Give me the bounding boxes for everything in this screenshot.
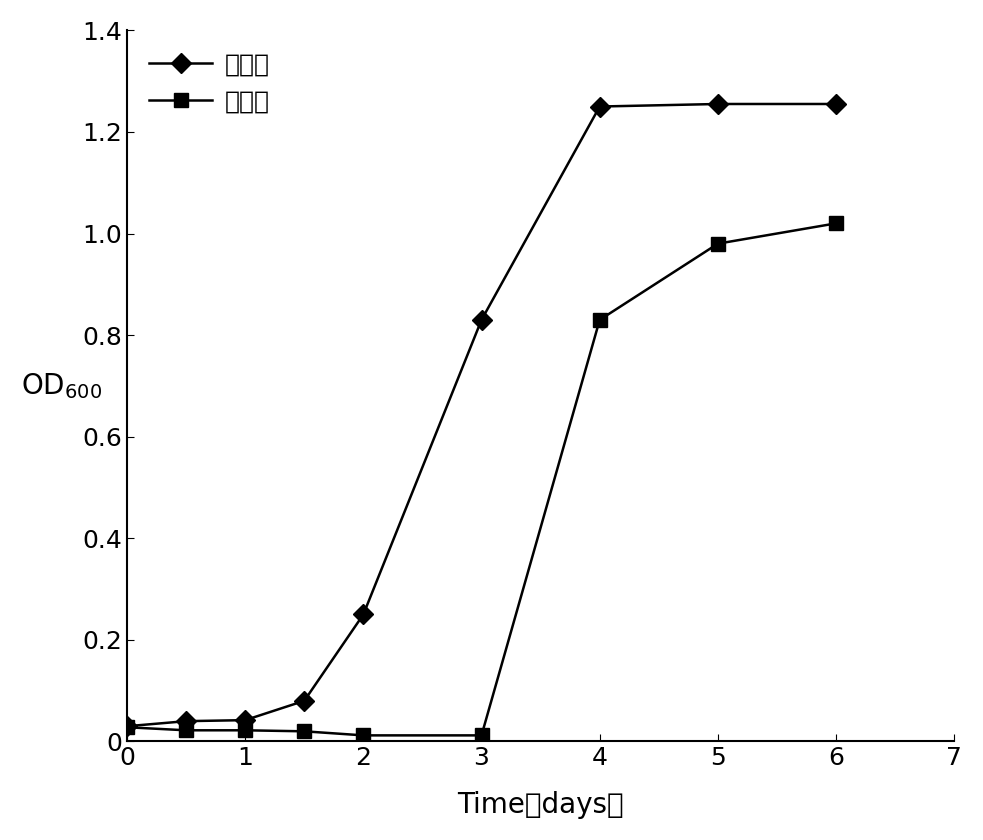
驯化前 <box>180 725 192 735</box>
驯化前 <box>476 730 488 740</box>
驯化后 <box>239 715 251 725</box>
驯化后 <box>299 696 311 706</box>
驯化后 <box>712 99 723 109</box>
驯化前 <box>358 730 370 740</box>
驯化后 <box>180 717 192 727</box>
Line: 驯化后: 驯化后 <box>120 97 843 733</box>
驯化后 <box>831 99 842 109</box>
Line: 驯化前: 驯化前 <box>120 217 843 743</box>
驯化前 <box>299 727 311 737</box>
X-axis label: Time（days）: Time（days） <box>457 791 624 819</box>
Legend: 驯化后, 驯化前: 驯化后, 驯化前 <box>140 43 279 123</box>
驯化后 <box>121 722 133 732</box>
驯化前 <box>594 315 606 325</box>
驯化前 <box>121 722 133 732</box>
驯化前 <box>712 239 723 249</box>
驯化后 <box>358 610 370 620</box>
驯化前 <box>239 725 251 735</box>
Y-axis label: OD$_{600}$: OD$_{600}$ <box>21 371 102 401</box>
驯化后 <box>594 102 606 112</box>
驯化后 <box>476 315 488 325</box>
驯化前 <box>831 218 842 228</box>
